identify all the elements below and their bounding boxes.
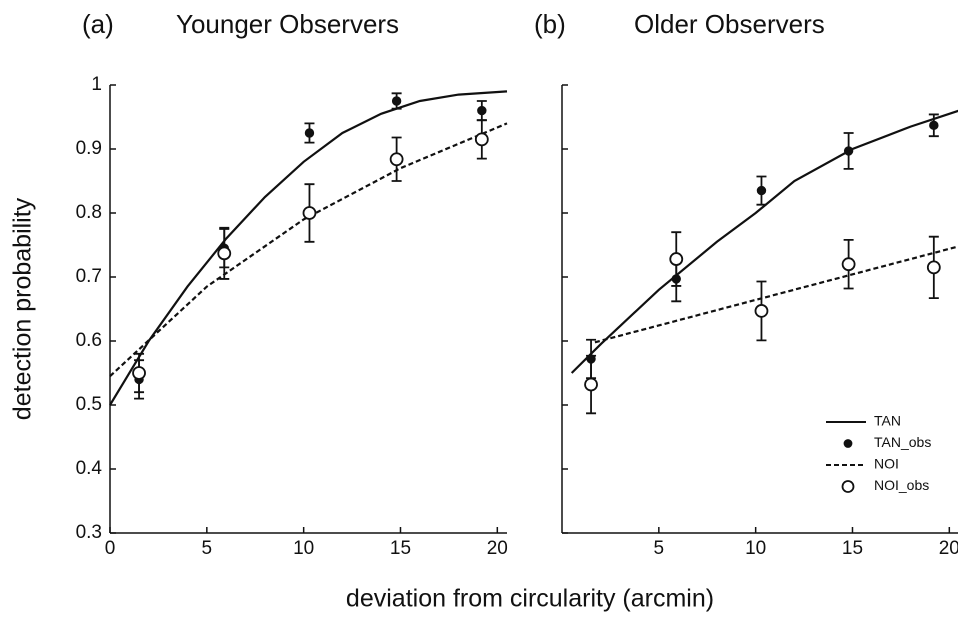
y-tick-label: 0.9 bbox=[76, 138, 102, 159]
fit-line bbox=[570, 109, 958, 374]
legend-label: TAN_obs bbox=[874, 434, 931, 450]
x-tick-label: 20 bbox=[939, 538, 958, 559]
point-open bbox=[926, 260, 941, 275]
x-tick-label: 15 bbox=[842, 538, 863, 559]
y-tick-label: 0.4 bbox=[76, 458, 103, 479]
x-tick-label: 15 bbox=[390, 538, 411, 559]
chart-title: Older Observers bbox=[634, 9, 825, 39]
legend-label: TAN bbox=[874, 413, 901, 429]
legend-label: NOI_obs bbox=[874, 477, 929, 493]
panel-label: (a) bbox=[82, 9, 114, 39]
y-axis-label: detection probability bbox=[9, 197, 37, 420]
point-open bbox=[389, 152, 404, 167]
y-tick-label: 0.5 bbox=[76, 394, 102, 415]
y-tick-label: 0.3 bbox=[76, 522, 102, 543]
legend-marker bbox=[843, 439, 853, 448]
point-open bbox=[302, 206, 317, 220]
x-tick-label: 20 bbox=[487, 538, 508, 559]
x-tick-label: 0 bbox=[105, 538, 116, 559]
y-tick-label: 0.7 bbox=[76, 266, 102, 287]
point-open bbox=[669, 252, 684, 266]
fit-line bbox=[594, 245, 958, 344]
point-filled bbox=[477, 105, 487, 116]
point-open bbox=[584, 377, 598, 392]
x-tick-label: 5 bbox=[654, 538, 665, 559]
panel-label: (b) bbox=[534, 9, 566, 39]
point-filled bbox=[929, 120, 939, 131]
y-tick-label: 1 bbox=[91, 74, 102, 95]
chart-title: Younger Observers bbox=[176, 9, 399, 39]
point-open bbox=[754, 304, 769, 318]
fit-line bbox=[109, 122, 508, 378]
y-tick-label: 0.8 bbox=[76, 202, 102, 223]
point-open bbox=[474, 132, 489, 147]
x-tick-label: 5 bbox=[202, 538, 213, 559]
x-axis-label: deviation from circularity (arcmin) bbox=[346, 585, 714, 613]
point-filled bbox=[304, 128, 315, 138]
legend-label: NOI bbox=[874, 456, 899, 472]
x-tick-label: 10 bbox=[293, 538, 314, 559]
point-filled bbox=[756, 185, 767, 196]
point-open bbox=[217, 246, 232, 261]
legend-marker bbox=[841, 480, 855, 493]
y-tick-label: 0.6 bbox=[76, 330, 102, 351]
x-tick-label: 10 bbox=[745, 538, 766, 559]
fit-line bbox=[109, 90, 508, 406]
point-filled bbox=[391, 96, 402, 106]
point-open bbox=[841, 257, 856, 272]
point-filled bbox=[843, 146, 854, 156]
point-open bbox=[132, 366, 146, 380]
